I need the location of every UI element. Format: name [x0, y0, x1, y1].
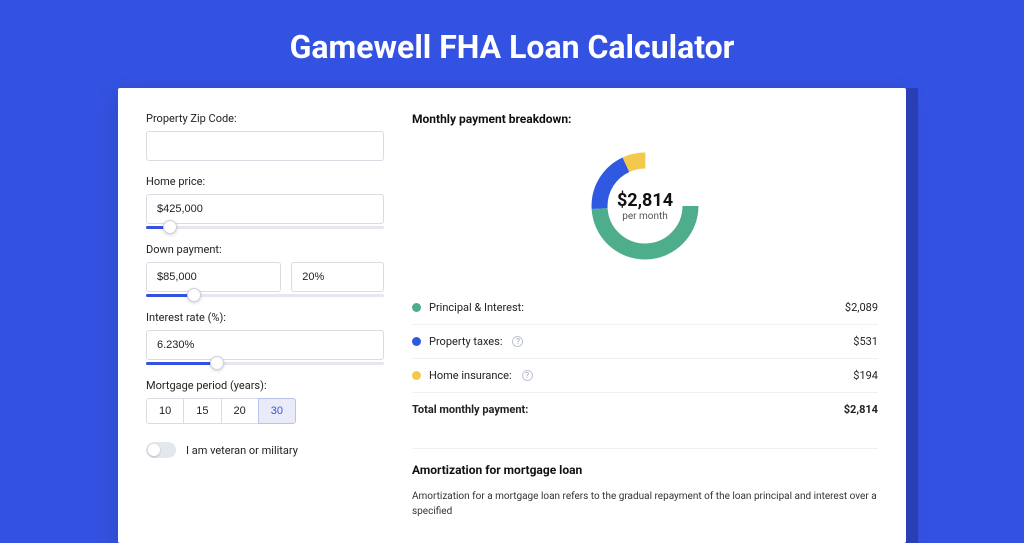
veteran-label: I am veteran or military [186, 444, 298, 457]
veteran-toggle[interactable] [146, 442, 176, 458]
zip-label: Property Zip Code: [146, 112, 384, 125]
period-field: Mortgage period (years): 10152030 [146, 379, 384, 424]
breakdown-label: Home insurance: [429, 369, 512, 382]
legend-dot [412, 303, 421, 312]
zip-input[interactable] [146, 131, 384, 161]
interest-slider[interactable] [146, 362, 384, 365]
donut-center: $2,814 per month [617, 190, 673, 222]
period-label: Mortgage period (years): [146, 379, 384, 392]
info-icon[interactable]: ? [522, 370, 533, 381]
interest-input[interactable] [146, 330, 384, 360]
toggle-knob [148, 444, 160, 456]
total-value: $2,814 [844, 403, 878, 416]
down-payment-field: Down payment: [146, 243, 384, 297]
breakdown-row: Property taxes:? $531 [412, 324, 878, 358]
donut-chart: $2,814 per month [412, 138, 878, 273]
breakdown-title: Monthly payment breakdown: [412, 112, 878, 126]
breakdown-row: Principal & Interest: $2,089 [412, 291, 878, 324]
down-payment-label: Down payment: [146, 243, 384, 256]
legend-dot [412, 371, 421, 380]
breakdown-total-row: Total monthly payment: $2,814 [412, 392, 878, 426]
home-price-field: Home price: [146, 175, 384, 229]
total-label: Total monthly payment: [412, 403, 528, 416]
down-payment-percent-input[interactable] [291, 262, 384, 292]
amortization-text: Amortization for a mortgage loan refers … [412, 489, 878, 519]
period-button-15[interactable]: 15 [183, 398, 221, 424]
amortization-title: Amortization for mortgage loan [412, 463, 878, 477]
legend-dot [412, 337, 421, 346]
breakdown-column: Monthly payment breakdown: $2,814 per mo… [412, 112, 878, 519]
breakdown-label: Property taxes: [429, 335, 502, 348]
veteran-row: I am veteran or military [146, 442, 384, 458]
slider-thumb[interactable] [210, 356, 224, 370]
card-shadow [906, 88, 918, 543]
page-title: Gamewell FHA Loan Calculator [0, 0, 1024, 88]
period-button-10[interactable]: 10 [146, 398, 184, 424]
breakdown-row: Home insurance:? $194 [412, 358, 878, 392]
period-button-group: 10152030 [146, 398, 384, 424]
breakdown-value: $2,089 [845, 301, 878, 314]
info-icon[interactable]: ? [512, 336, 523, 347]
breakdown-label: Principal & Interest: [429, 301, 524, 314]
interest-label: Interest rate (%): [146, 311, 384, 324]
slider-thumb[interactable] [187, 288, 201, 302]
breakdown-list: Principal & Interest: $2,089 Property taxe… [412, 291, 878, 392]
calculator-card: Property Zip Code: Home price: Down paym… [118, 88, 906, 543]
interest-field: Interest rate (%): [146, 311, 384, 365]
zip-field: Property Zip Code: [146, 112, 384, 161]
home-price-label: Home price: [146, 175, 384, 188]
breakdown-value: $531 [853, 335, 878, 348]
donut-amount: $2,814 [617, 190, 673, 211]
period-button-20[interactable]: 20 [221, 398, 259, 424]
down-payment-amount-input[interactable] [146, 262, 281, 292]
home-price-input[interactable] [146, 194, 384, 224]
donut-sub: per month [617, 211, 673, 222]
breakdown-value: $194 [853, 369, 878, 382]
form-column: Property Zip Code: Home price: Down paym… [146, 112, 384, 519]
slider-thumb[interactable] [163, 220, 177, 234]
down-payment-slider[interactable] [146, 294, 384, 297]
amortization-block: Amortization for mortgage loan Amortizat… [412, 448, 878, 519]
period-button-30[interactable]: 30 [258, 398, 296, 424]
home-price-slider[interactable] [146, 226, 384, 229]
